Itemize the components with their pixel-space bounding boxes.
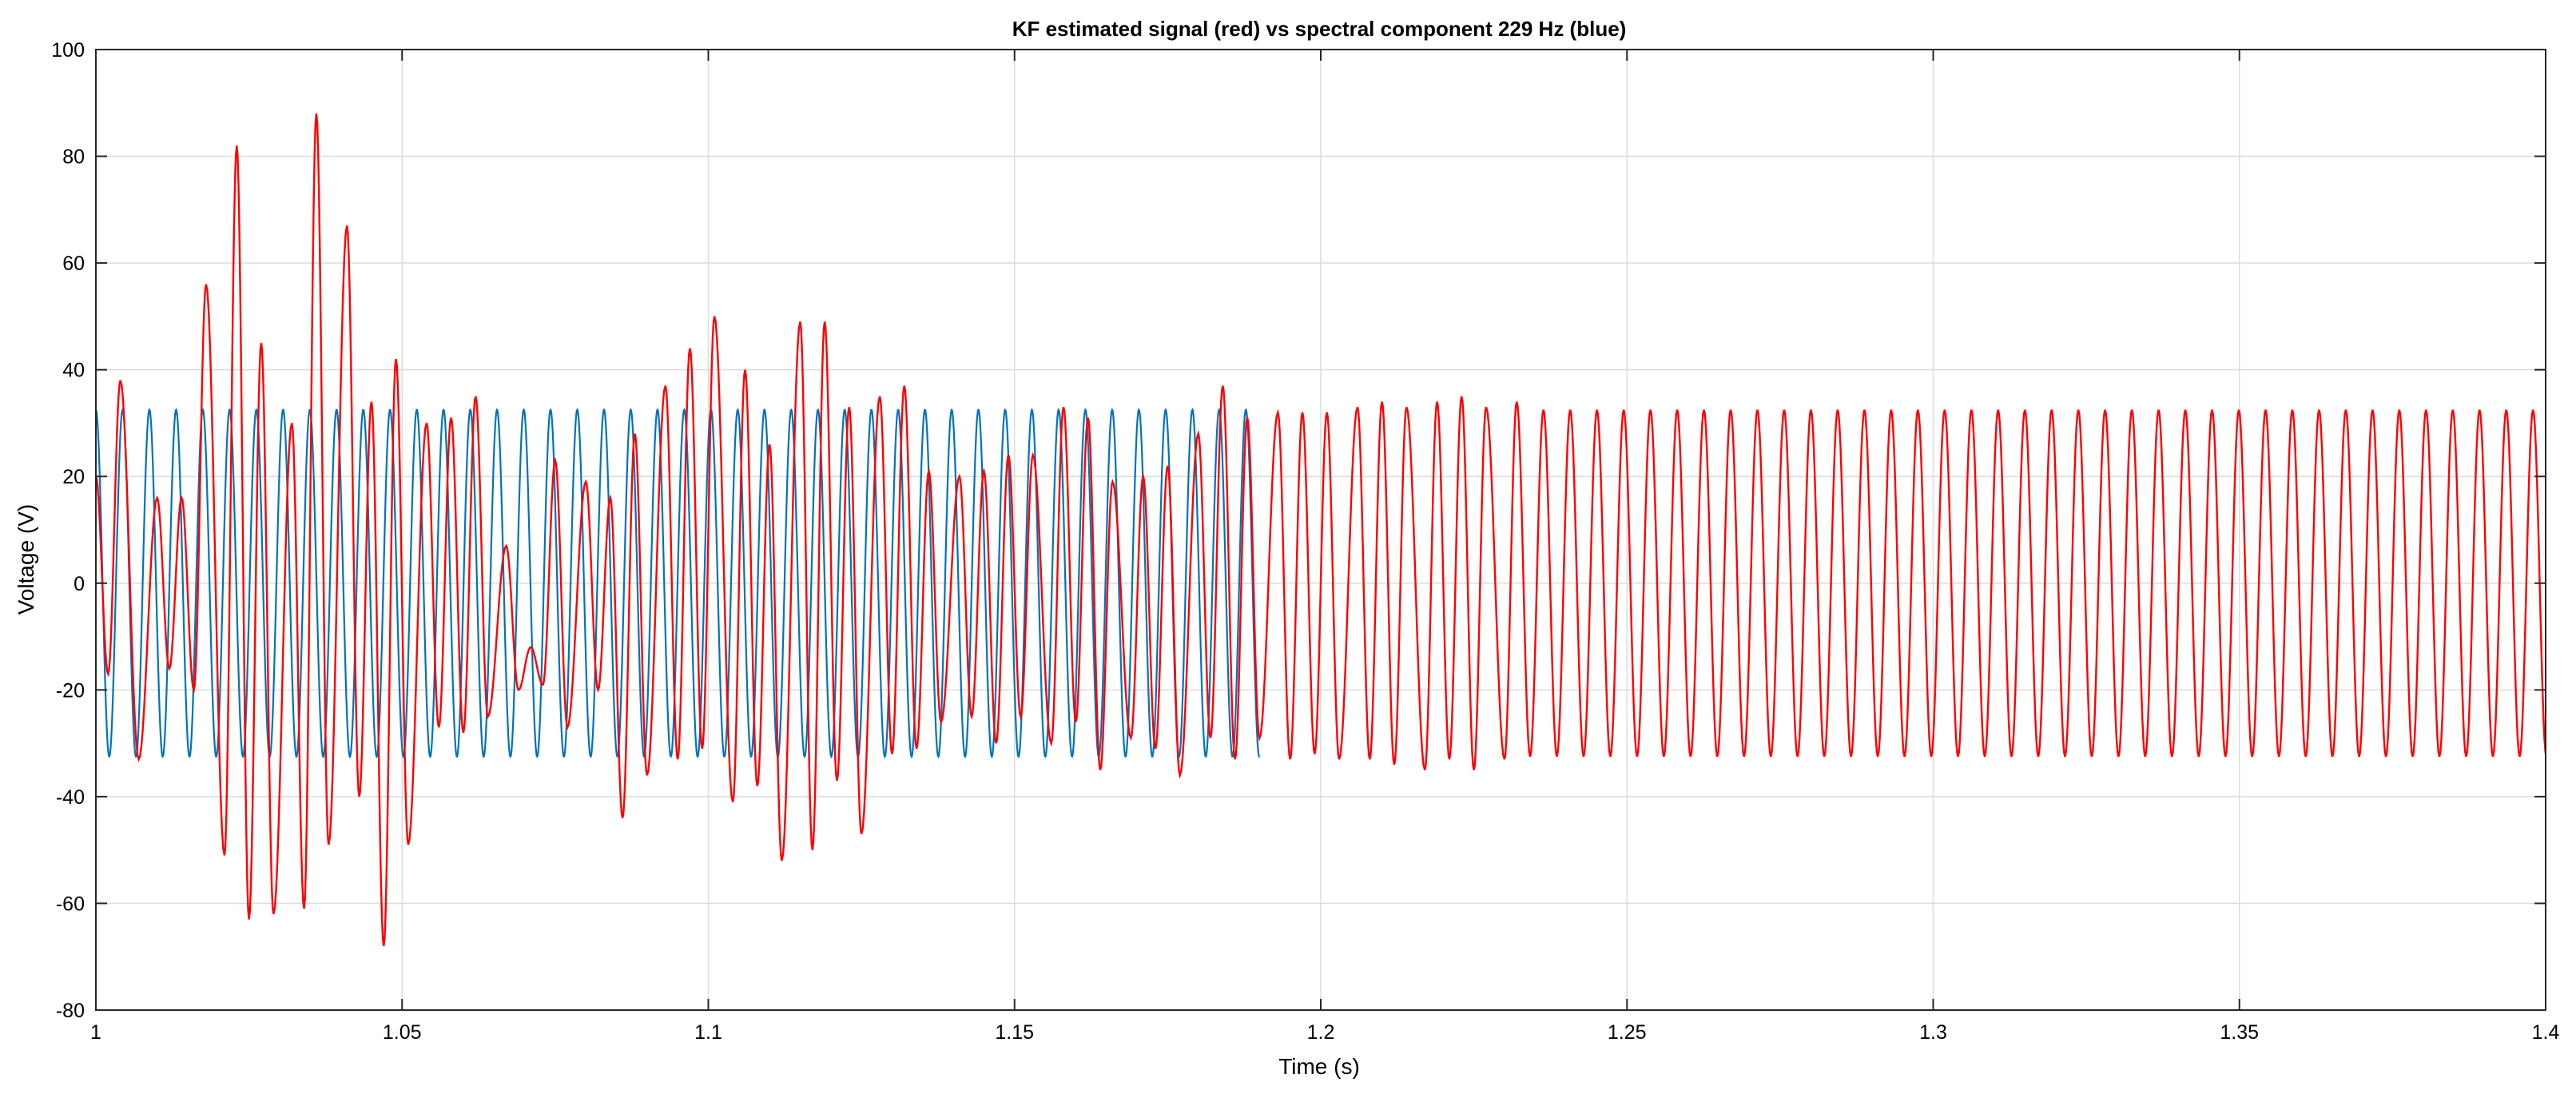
y-tick-label-8: 80: [62, 146, 85, 169]
x-tick-label-3: 1.15: [995, 1021, 1034, 1044]
y-tick-marks: [96, 49, 2546, 1011]
x-tick-label-5: 1.25: [1608, 1021, 1647, 1044]
series-red-line: [96, 113, 2546, 947]
x-tick-label-2: 1.1: [694, 1021, 722, 1044]
x-tick-label-7: 1.35: [2220, 1021, 2259, 1044]
series-blue-line: [96, 408, 1260, 759]
x-axis-label: Time (s): [1278, 1054, 1360, 1079]
x-tick-label-4: 1.2: [1307, 1021, 1335, 1044]
x-tick-marks: [95, 50, 2546, 1010]
plot-area: [95, 49, 2546, 1011]
y-tick-label-1: -60: [56, 893, 85, 915]
y-tick-label-3: -20: [56, 679, 85, 702]
y-tick-label-5: 20: [62, 466, 85, 488]
x-tick-label-8: 1.4: [2532, 1021, 2560, 1044]
y-tick-label-6: 40: [62, 360, 85, 382]
y-axis-label: Voltage (V): [14, 504, 38, 615]
series-layer: [96, 113, 2546, 947]
y-tick-label-4: 0: [74, 573, 85, 595]
y-tick-label-2: -40: [56, 786, 85, 809]
chart-title: KF estimated signal (red) vs spectral co…: [1012, 17, 1627, 41]
x-tick-label-6: 1.3: [1919, 1021, 1947, 1044]
x-tick-label-1: 1.05: [383, 1021, 422, 1044]
y-tick-labels: -80 -60 -40 -20 0 20 40 60 80 100: [51, 39, 85, 1022]
x-tick-labels: 1 1.05 1.1 1.15 1.2 1.25 1.3 1.35 1.4: [90, 1021, 2559, 1044]
x-tick-label-0: 1: [90, 1021, 101, 1044]
y-tick-label-9: 100: [51, 39, 85, 62]
y-tick-label-0: -80: [56, 1000, 85, 1022]
y-tick-label-7: 60: [62, 253, 85, 275]
